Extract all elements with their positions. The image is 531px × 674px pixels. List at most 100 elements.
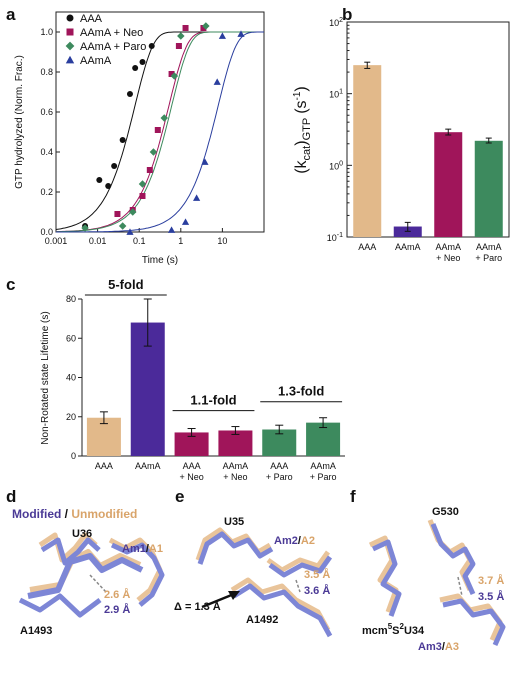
bar	[474, 140, 503, 237]
x-tick-label: AAA	[358, 242, 376, 252]
x-tick-label: AAA	[95, 461, 113, 471]
shift-arrow	[201, 592, 235, 609]
x-tick-label: 0.1	[133, 236, 146, 246]
data-point	[160, 114, 168, 122]
data-point	[66, 14, 74, 22]
data-point	[167, 226, 176, 233]
data-point	[200, 25, 207, 31]
data-point	[96, 177, 103, 183]
panel-b-bars	[353, 61, 503, 237]
fold-label: 1.3-fold	[278, 384, 324, 399]
panel-a: a 0.001 0.01 0.1 1 10 0.0 0.2 0.4 0.6 0.8 1.0 Tim…	[6, 5, 265, 266]
bar	[434, 132, 463, 237]
data-point	[170, 72, 179, 80]
x-tick-label: AAmA	[395, 242, 421, 252]
y-tick-label: 40	[66, 373, 76, 383]
data-point	[66, 28, 74, 36]
y-tick-label: 0.8	[40, 67, 53, 77]
y-tick-label: 60	[66, 333, 76, 343]
panel-a-points	[81, 22, 245, 235]
data-point	[138, 180, 147, 188]
legend-entry: AAmA + Neo	[80, 27, 143, 39]
data-point	[65, 41, 75, 51]
data-point	[126, 91, 133, 97]
panel-a-xlabel: Time (s)	[142, 255, 178, 266]
x-tick-label: AAA	[270, 461, 288, 471]
data-point	[118, 222, 127, 230]
y-tick-label: 101	[329, 89, 343, 100]
data-point	[114, 211, 121, 217]
data-point	[81, 224, 89, 232]
x-tick-label: AAmA	[223, 461, 249, 471]
bar	[306, 422, 341, 456]
distance-modified-f: 3.5 Å	[478, 590, 504, 603]
residue-am1-a1: Am1/A1	[122, 543, 163, 555]
data-point	[201, 158, 209, 165]
y-tick-label: 1.0	[40, 27, 53, 37]
data-point	[126, 228, 134, 235]
data-point	[119, 137, 126, 143]
panel-e-structure	[195, 527, 333, 638]
y-tick-label: 20	[66, 412, 76, 422]
panel-a-label: a	[6, 5, 16, 24]
data-point	[182, 25, 189, 31]
shift-arrowhead	[228, 591, 240, 600]
data-point	[139, 193, 146, 199]
residue-u35: U35	[224, 516, 244, 528]
panel-a-fit-curves	[55, 31, 264, 233]
fit-curve	[56, 31, 264, 233]
y-tick-label: 10-1	[327, 232, 343, 243]
y-tick-label: 0.4	[40, 147, 53, 157]
data-point	[149, 148, 158, 156]
residue-a1493: A1493	[20, 625, 52, 637]
panel-d: d Modified / Unmodified U36 Am1/A1 2.6 Å…	[6, 487, 165, 637]
panel-a-y-ticks: 0.0 0.2 0.4 0.6 0.8 1.0	[40, 27, 60, 237]
x-tick-label: 10	[217, 236, 227, 246]
distance-unmodified-d: 2.6 Å	[104, 588, 130, 601]
panel-c-ylabel: Non-Rotated state Lifetime (s)	[40, 311, 51, 444]
data-point	[154, 127, 161, 133]
panel-d-legend: Modified / Unmodified	[12, 507, 137, 521]
data-point	[181, 218, 190, 225]
panel-f-label: f	[350, 487, 356, 506]
y-tick-label: 0	[71, 451, 76, 461]
data-point	[146, 167, 153, 173]
x-tick-label: AAmA	[435, 242, 461, 252]
panel-d-structure	[18, 532, 165, 618]
data-point	[168, 71, 175, 77]
x-tick-label: AAmA	[476, 242, 502, 252]
panel-f-structure	[368, 519, 506, 647]
panel-d-label: d	[6, 487, 16, 506]
distance-unmodified-e: 3.5 Å	[304, 568, 330, 581]
panel-a-ylabel: GTP hydrolyzed (Norm. Frac.)	[14, 55, 25, 189]
panel-c-label: c	[6, 275, 15, 294]
legend-entry: AAA	[80, 13, 103, 25]
y-tick-label: 0.2	[40, 187, 53, 197]
data-point	[218, 32, 226, 39]
y-tick-label: 0.6	[40, 107, 53, 117]
x-tick-label: AAmA	[310, 461, 336, 471]
panel-b-frame	[346, 21, 510, 238]
panel-c-y-ticks: 0 20 40 60 80	[66, 294, 82, 461]
y-tick-label: 80	[66, 294, 76, 304]
distance-modified-d: 2.9 Å	[104, 603, 130, 616]
panel-b-label: b	[342, 5, 352, 24]
residue-mcm5s2u34: mcm5S2U34	[362, 622, 425, 637]
legend-entry: AAmA	[80, 55, 112, 67]
residue-u36: U36	[72, 528, 92, 540]
data-point	[65, 55, 75, 64]
x-tick-label: 0.001	[45, 236, 68, 246]
panel-e: e U35 Am2/A2 3.5 Å 3.6 Å Δ = 1.3 Å A1492	[174, 487, 333, 638]
shift-label: Δ = 1.3 Å	[174, 600, 221, 613]
data-point	[175, 43, 182, 49]
fold-label: 5-fold	[108, 277, 143, 292]
data-point	[132, 65, 139, 71]
data-point	[193, 194, 201, 201]
panel-a-legend: AAA AAmA + Neo AAmA + Paro AAmA	[65, 13, 146, 67]
data-point	[111, 163, 118, 169]
x-tick-label: AAmA	[135, 461, 161, 471]
